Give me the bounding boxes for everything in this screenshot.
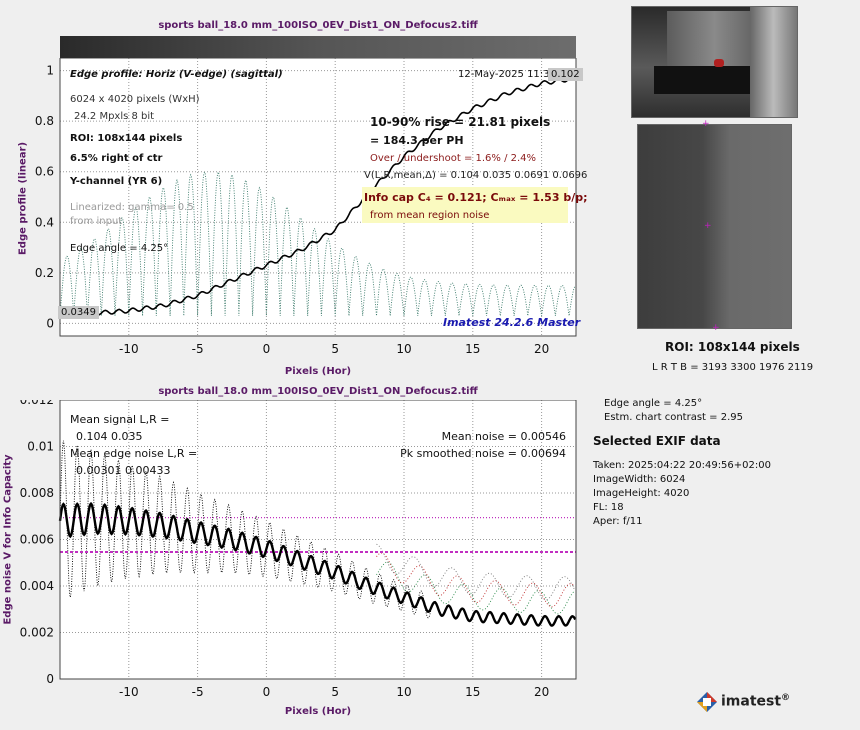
x-tick-label: -10 xyxy=(119,685,139,699)
y-tick-label: 0.8 xyxy=(35,114,54,128)
overshoot-label: Over / undershoot = 1.6% / 2.4% xyxy=(370,153,536,164)
from-input-label: from input xyxy=(70,216,122,227)
mean-signal-value: 0.104 0.035 xyxy=(76,430,142,443)
x-tick-label: 20 xyxy=(534,685,549,699)
mean-noise-label: Mean noise = 0.00546 xyxy=(380,430,566,443)
x-tick-label: 10 xyxy=(396,342,411,356)
vlr-label: V(L,R,mean,Δ) = 0.104 0.035 0.0691 0.069… xyxy=(364,170,587,181)
roi-crop-image: + + + xyxy=(637,124,792,329)
roi-title: ROI: 108x144 pixels xyxy=(665,340,800,354)
mean-edge-noise-value: 0.00301 0.00433 xyxy=(76,464,170,477)
chart-contrast: Estm. chart contrast = 2.95 xyxy=(604,412,743,423)
exif-taken: Taken: 2025:04:22 20:49:56+02:00 xyxy=(593,459,771,473)
bottom-ylabel: Edge noise V for Info Capacity xyxy=(3,445,14,635)
per-ph-label: = 184.3 per PH xyxy=(370,134,464,147)
exif-list: Taken: 2025:04:22 20:49:56+02:00 ImageWi… xyxy=(593,459,771,529)
scene-thumbnail xyxy=(631,6,798,118)
x-tick-label: 10 xyxy=(396,685,411,699)
y-tick-label: 1 xyxy=(46,64,54,78)
high-value-label: 0.102 xyxy=(548,68,583,81)
x-tick-label: 5 xyxy=(331,685,339,699)
low-value-label: 0.0349 xyxy=(58,306,99,319)
top-ylabel: Edge profile (linear) xyxy=(18,104,29,294)
x-tick-label: 15 xyxy=(465,685,480,699)
mean-signal-label: Mean signal L,R = xyxy=(70,413,169,426)
y-tick-label: 0.006 xyxy=(20,533,54,547)
info-cap-sub-label: from mean region noise xyxy=(370,210,489,221)
x-tick-label: -5 xyxy=(192,685,204,699)
bottom-chart-title: sports ball_18.0 mm_100ISO_0EV_Dist1_ON_… xyxy=(60,386,576,397)
marker-bottom: + xyxy=(712,323,720,333)
exif-height: ImageHeight: 4020 xyxy=(593,487,771,501)
logo-word: imatest xyxy=(721,694,781,710)
pk-noise-label: Pk smoothed noise = 0.00694 xyxy=(380,447,566,460)
exif-width: ImageWidth: 6024 xyxy=(593,473,771,487)
exif-aperture: Aper: f/11 xyxy=(593,515,771,529)
y-tick-label: 0.01 xyxy=(27,440,54,454)
y-tick-label: 0.002 xyxy=(20,626,54,640)
imatest-logo-icon xyxy=(697,692,717,712)
y-tick-label: 0.004 xyxy=(20,579,54,593)
y-tick-label: 0.012 xyxy=(20,400,54,407)
imatest-version-label: Imatest 24.2.6 Master xyxy=(443,316,580,329)
right-edge-angle: Edge angle = 4.25° xyxy=(604,398,702,409)
x-tick-label: -5 xyxy=(192,342,204,356)
x-tick-label: 0 xyxy=(263,685,271,699)
x-tick-label: 20 xyxy=(534,342,549,356)
imatest-logo-text: imatest® xyxy=(721,693,790,710)
x-tick-label: 15 xyxy=(465,342,480,356)
y-tick-label: 0.008 xyxy=(20,486,54,500)
lrtb-label: L R T B = 3193 3300 1976 2119 xyxy=(652,362,813,373)
y-tick-label: 0.2 xyxy=(35,266,54,280)
ball-shape xyxy=(714,59,724,67)
exif-fl: FL: 18 xyxy=(593,501,771,515)
x-tick-label: 5 xyxy=(331,342,339,356)
marker-top: + xyxy=(702,119,710,129)
top-chart-title: sports ball_18.0 mm_100ISO_0EV_Dist1_ON_… xyxy=(60,20,576,31)
mean-edge-noise-label: Mean edge noise L,R = xyxy=(70,447,197,460)
linearized-label: Linearized: gamma= 0.5 xyxy=(70,202,194,213)
logo-registered: ® xyxy=(781,693,790,703)
x-tick-label: 0 xyxy=(263,342,271,356)
bottom-xlabel: Pixels (Hor) xyxy=(60,706,576,717)
dims-label: 6024 x 4020 pixels (WxH) xyxy=(70,94,200,105)
roi-label: ROI: 108x144 pixels xyxy=(70,133,182,144)
edge-strip-image xyxy=(60,36,576,58)
rise-label: 10-90% rise = 21.81 pixels xyxy=(370,115,550,129)
y-tick-label: 0.4 xyxy=(35,215,54,229)
edge-profile-label: Edge profile: Horiz (V-edge) (sagittal) xyxy=(70,69,283,80)
marker-center: + xyxy=(704,221,712,231)
edge-angle-label: Edge angle = 4.25° xyxy=(70,243,168,254)
info-cap-label: Info cap C₄ = 0.121; Cₘₐₓ = 1.53 b/p; xyxy=(364,191,588,204)
right-ctr-label: 6.5% right of ctr xyxy=(70,153,162,164)
channel-label: Y-channel (YR 6) xyxy=(70,176,162,187)
mpxls-label: 24.2 Mpxls 8 bit xyxy=(74,111,154,122)
x-tick-label: -10 xyxy=(119,342,139,356)
top-xlabel: Pixels (Hor) xyxy=(60,366,576,377)
y-tick-label: 0 xyxy=(46,316,54,330)
y-tick-label: 0 xyxy=(46,672,54,686)
exif-title: Selected EXIF data xyxy=(593,434,721,448)
y-tick-label: 0.6 xyxy=(35,165,54,179)
